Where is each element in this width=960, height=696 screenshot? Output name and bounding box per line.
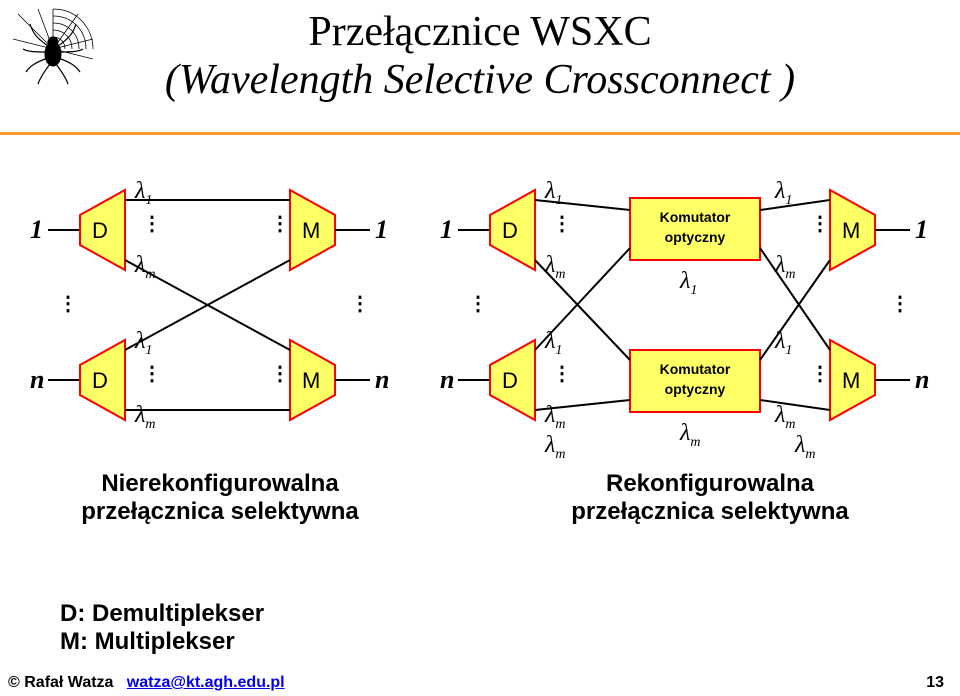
demux-1-label: D (92, 218, 108, 243)
vdots-left-in: ⋮ (58, 293, 78, 315)
footer-copyright: © Rafał Watza (8, 674, 113, 691)
r-mux-1-label: M (842, 218, 860, 243)
r-lambda-m-below-mn: λm (794, 432, 816, 462)
title-line2: (Wavelength Selective Crossconnect ) (0, 56, 960, 104)
caption-left: Nierekonfigurowalna przełącznica selekty… (40, 470, 400, 526)
caption-right: Rekonfigurowalna przełącznica selektywna (510, 470, 910, 526)
r-vdots-out: ⋮ (890, 293, 910, 315)
right-in-port-n: n (440, 365, 454, 394)
commutator-m-l2: optyczny (665, 381, 726, 397)
left-in-port-n: n (30, 365, 44, 394)
lambda-m-dn-bot: λm (134, 402, 156, 432)
legend: D: Demultiplekser M: Multiplekser (60, 600, 264, 656)
left-out-port-1: 1 (375, 215, 388, 244)
r-lambda-1-dn: λ1 (544, 328, 562, 358)
mux-1-label: M (302, 218, 320, 243)
r-lambda-m-m1: λm (774, 252, 796, 282)
r-lambda-m-mn: λm (774, 402, 796, 432)
left-in-port-1: 1 (30, 215, 43, 244)
commutator-m-lambda: λm (679, 420, 701, 450)
r-lambda-m-d1: λm (544, 252, 566, 282)
r-vdots-m1: ⋮ (810, 213, 830, 235)
r-demux-1-label: D (502, 218, 518, 243)
commutator-1-l2: optyczny (665, 229, 726, 245)
r-vdots-dn: ⋮ (552, 363, 572, 385)
demux-n-label: D (92, 368, 108, 393)
lambda-1-d1-top: λ1 (134, 178, 152, 208)
commutator-1-lambda: λ1 (679, 268, 697, 298)
caption-right-l1: Rekonfigurowalna (510, 470, 910, 498)
caption-left-l2: przełącznica selektywna (40, 498, 400, 526)
r-vdots-d1: ⋮ (552, 213, 572, 235)
diagram-right: 1 D λ1 ⋮ λm Komutator optyczny λ1 λ1 ⋮ λ… (440, 178, 929, 462)
commutator-m-l1: Komutator (660, 361, 731, 377)
footer-email[interactable]: watza@kt.agh.edu.pl (127, 674, 285, 691)
vdots-d1: ⋮ (142, 213, 162, 235)
caption-left-l1: Nierekonfigurowalna (40, 470, 400, 498)
commutator-1-l1: Komutator (660, 209, 731, 225)
vdots-mn: ⋮ (270, 363, 290, 385)
mux-n-label: M (302, 368, 320, 393)
vdots-dn: ⋮ (142, 363, 162, 385)
caption-right-l2: przełącznica selektywna (510, 498, 910, 526)
r-lambda-m-below-dn: λm (544, 432, 566, 462)
diagram-area: 1 D λ1 ⋮ λm ⋮ M 1 ⋮ ⋮ n D λ1 ⋮ λm ⋮ M n … (0, 160, 960, 620)
legend-d: D: Demultiplekser (60, 600, 264, 628)
right-in-port-1: 1 (440, 215, 453, 244)
left-out-port-n: n (375, 365, 389, 394)
r-lambda-1-mn: λ1 (774, 328, 792, 358)
vdots-left-out: ⋮ (350, 293, 370, 315)
r-vdots-mn: ⋮ (810, 363, 830, 385)
r-vdots-in: ⋮ (468, 293, 488, 315)
title-line1: Przełącznice WSXC (0, 8, 960, 56)
right-out-port-n: n (915, 365, 929, 394)
legend-m: M: Multiplekser (60, 628, 264, 656)
page-title: Przełącznice WSXC (Wavelength Selective … (0, 8, 960, 104)
footer: © Rafał Watza watza@kt.agh.edu.pl (8, 674, 285, 692)
r-demux-n-label: D (502, 368, 518, 393)
r-mux-n-label: M (842, 368, 860, 393)
page-number: 13 (926, 674, 944, 692)
title-divider (0, 132, 960, 135)
r-lambda-1-m1: λ1 (774, 178, 792, 208)
vdots-m1: ⋮ (270, 213, 290, 235)
right-out-port-1: 1 (915, 215, 928, 244)
diagram-left: 1 D λ1 ⋮ λm ⋮ M 1 ⋮ ⋮ n D λ1 ⋮ λm ⋮ M n (30, 178, 389, 432)
